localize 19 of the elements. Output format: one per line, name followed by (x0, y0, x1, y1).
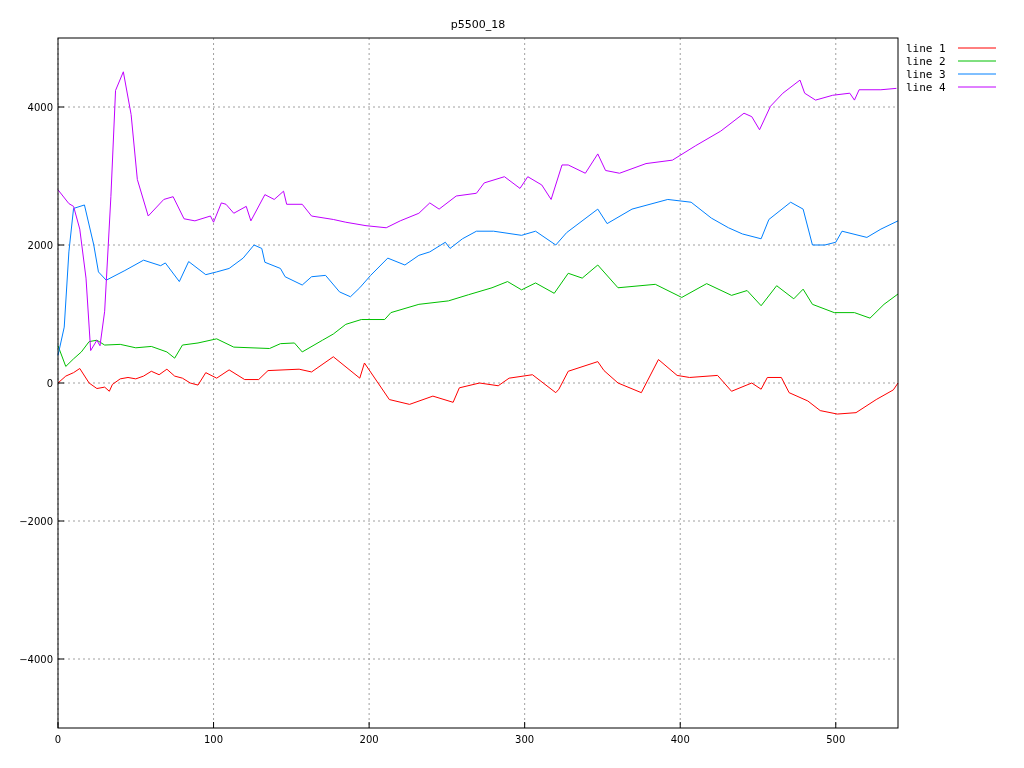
x-tick-label: 100 (204, 734, 224, 745)
y-tick-label: −4000 (19, 654, 53, 665)
line-series (57, 264, 899, 367)
x-tick-label: 400 (670, 734, 690, 745)
line-series (57, 71, 897, 352)
y-tick-label: 2000 (27, 240, 53, 251)
x-tick-label: 300 (515, 734, 535, 745)
y-tick-label: −2000 (19, 516, 53, 527)
legend-label: line 3 (906, 68, 946, 81)
x-tick-label: 200 (359, 734, 379, 745)
line-series (57, 356, 899, 415)
x-tick-label: 500 (826, 734, 846, 745)
legend-label: line 4 (906, 81, 947, 94)
chart-title: p5500_18 (450, 18, 506, 31)
y-tick-label: 4000 (27, 102, 53, 113)
legend-label: line 1 (906, 42, 946, 55)
x-tick-label: 0 (54, 734, 62, 745)
y-tick-label: 0 (46, 378, 53, 389)
legend-label: line 2 (906, 55, 946, 68)
